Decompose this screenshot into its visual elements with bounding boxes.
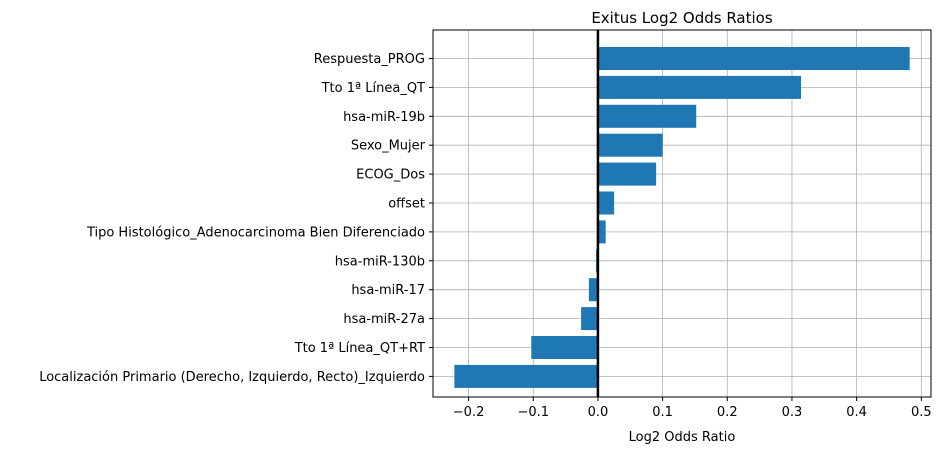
bar <box>581 307 598 331</box>
x-tick-label: −0.1 <box>517 405 549 420</box>
y-axis-ticks: Respuesta_PROG Tto 1ª Línea_QT hsa-miR-19b… <box>39 52 433 385</box>
y-tick-label: ECOG_Dos <box>356 168 425 183</box>
chart-title: Exitus Log2 Odds Ratios <box>591 9 773 27</box>
bar <box>597 133 663 157</box>
y-tick-label: Respuesta_PROG <box>314 52 425 67</box>
bar <box>588 278 598 302</box>
bar <box>597 104 697 128</box>
y-tick-label: Tto 1ª Línea_QT+RT <box>294 341 425 356</box>
y-tick-label: hsa-miR-17 <box>351 283 425 298</box>
bars <box>454 47 910 388</box>
x-tick-label: 0.1 <box>652 405 673 420</box>
plot-frame <box>432 29 932 398</box>
y-tick-label: hsa-miR-130b <box>335 254 425 269</box>
bar <box>454 364 598 388</box>
y-tick-label: Tipo Histológico_Adenocarcinoma Bien Dif… <box>86 225 425 240</box>
y-tick-label: offset <box>388 197 425 212</box>
x-tick-label: 0.2 <box>717 405 738 420</box>
y-tick-label: hsa-miR-27a <box>343 312 425 327</box>
x-tick-label: 0.5 <box>911 405 932 420</box>
bar <box>597 220 606 244</box>
x-axis-label: Log2 Odds Ratio <box>629 430 736 445</box>
x-tick-label: 0.3 <box>782 405 803 420</box>
x-axis-ticks: −0.2 −0.1 0.0 0.1 0.2 0.3 0.4 0.5 <box>453 397 932 420</box>
bar <box>597 162 657 186</box>
x-tick-label: −0.2 <box>453 405 485 420</box>
y-tick-label: Localización Primario (Derecho, Izquierd… <box>39 370 425 385</box>
bar <box>597 191 615 215</box>
y-tick-label: Sexo_Mujer <box>351 139 426 154</box>
y-tick-label: Tto 1ª Línea_QT <box>321 81 425 96</box>
bar <box>597 75 802 99</box>
x-tick-label: 0.0 <box>588 405 609 420</box>
bar <box>531 336 598 359</box>
y-tick-label: hsa-miR-19b <box>343 110 425 125</box>
bar <box>597 47 910 70</box>
x-tick-label: 0.4 <box>846 405 867 420</box>
